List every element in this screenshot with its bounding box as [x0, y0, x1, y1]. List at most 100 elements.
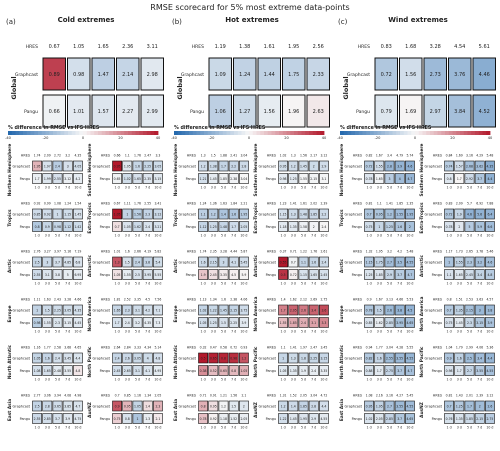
region-cell-value: 3.8 — [397, 308, 402, 312]
region-cell — [464, 152, 475, 158]
region-cell — [239, 365, 249, 376]
region-cell-value: 2.9 — [311, 417, 316, 421]
region-cell-value: 4.4 — [75, 356, 80, 360]
region-cell-value: 1.02 — [200, 308, 207, 312]
region-model-label: Graphcast — [259, 309, 277, 313]
region-cell — [404, 208, 415, 220]
region-cell — [198, 317, 208, 328]
region-cell — [42, 296, 52, 302]
region-cell-value: 1.76 — [134, 201, 141, 205]
region-cell — [132, 248, 143, 254]
region-model-label: HRES — [267, 298, 276, 302]
region-model-label: Pangu — [20, 417, 30, 421]
region-cell — [239, 269, 249, 280]
region-cell-value: 1.85 — [290, 321, 297, 325]
colorbar-tick-label: -20 — [43, 136, 50, 140]
region-cell — [52, 269, 63, 280]
region-lead-label: 5 d — [301, 426, 306, 430]
region-cell — [73, 269, 83, 280]
region-lead-label: 10 d — [240, 330, 247, 334]
region-cell — [404, 304, 415, 316]
region-cell-value: 3.04 — [310, 393, 317, 397]
region-model-label: HRES — [21, 202, 30, 206]
region-cell — [112, 221, 122, 232]
region-cell — [444, 152, 454, 158]
colorbar-segment — [71, 131, 76, 135]
region-lead-label: 10 d — [320, 378, 327, 382]
region-lead-label: 3 d — [45, 378, 50, 382]
colorbar-segment — [426, 131, 431, 135]
region-cell — [374, 221, 385, 232]
region-cell — [122, 400, 133, 412]
region-cell — [454, 152, 464, 158]
region-cell-value: 4.85 — [64, 260, 71, 264]
region-cell-value: 1.45 — [290, 417, 297, 421]
region-lead-label: 5 d — [387, 282, 392, 286]
region-lead-label: 3 d — [125, 426, 130, 430]
region-cell — [278, 208, 288, 220]
region-cell-value: 1.65 — [134, 177, 141, 181]
region-cell-value: 1.24 — [64, 201, 71, 205]
colorbar-segment — [301, 131, 306, 135]
region-cell — [73, 365, 83, 376]
region-cell — [288, 392, 298, 398]
region-model-label: Pangu — [100, 273, 110, 277]
global-cell — [91, 57, 115, 91]
region-lead-label: 5 d — [301, 282, 306, 286]
region-cell-value: 1.35 — [456, 417, 463, 421]
region-model-label: Pangu — [352, 417, 362, 421]
region-lead-label: 1 d — [201, 282, 206, 286]
region-cell — [239, 344, 249, 350]
colorbar-segment — [320, 131, 325, 135]
region-lead-label: 1 d — [115, 378, 120, 382]
region-cell — [122, 152, 132, 158]
region-cell — [153, 392, 163, 398]
region-cell — [464, 248, 475, 254]
global-cell — [208, 94, 232, 128]
colorbar-segment — [245, 131, 250, 135]
region-cell — [52, 160, 63, 172]
region-cell — [404, 413, 415, 424]
region-cell — [278, 344, 288, 350]
region-cell — [153, 152, 163, 158]
region-cell-value: 3.1 — [135, 308, 140, 312]
region-lead-label: 10 d — [240, 234, 247, 238]
region-cell — [32, 173, 42, 184]
region-cell — [122, 221, 133, 232]
region-scorecard: Southern Hemisphere HRES 0.66 1.1 1.76 2.47 3.… — [87, 143, 163, 196]
region-cell — [218, 400, 229, 412]
region-cell-value: 2.3 — [55, 321, 60, 325]
region-cell — [364, 413, 374, 424]
region-cell — [288, 400, 299, 412]
region-cell — [394, 208, 405, 220]
region-cell — [112, 413, 122, 424]
region-model-label: HRES — [267, 154, 276, 158]
region-cell — [454, 248, 464, 254]
region-lead-label: 3 d — [45, 234, 50, 238]
region-cell-value: 1.55 — [124, 273, 131, 277]
region-cell — [395, 344, 405, 350]
region-cell — [73, 317, 83, 328]
region-cell — [142, 304, 153, 316]
region-cell — [218, 269, 229, 280]
region-cell — [228, 317, 239, 328]
region-cell-value: 1.57 — [456, 164, 463, 168]
region-cell — [32, 221, 42, 232]
region-cell — [228, 365, 239, 376]
colorbar-segment — [297, 131, 302, 135]
region-cell — [394, 304, 405, 316]
region-cell-value: 1.99 — [44, 177, 51, 181]
region-scorecard: Northern Hemisphere HRES 1.3 1.5 1.88 2.41 3.0… — [173, 144, 249, 196]
region-lead-label: 7 d — [397, 378, 402, 382]
region-lead-label: 3 d — [377, 186, 382, 190]
region-lead-label: 5 d — [221, 282, 226, 286]
region-cell-value: 2.21 — [240, 201, 247, 205]
global-cell-value: 0.67 — [49, 44, 60, 50]
region-lead-label: 10 d — [406, 234, 413, 238]
colorbar-segment — [267, 131, 272, 135]
region-cell — [42, 160, 53, 172]
region-model-label: HRES — [21, 298, 30, 302]
colorbar-segment — [441, 131, 446, 135]
region-cell — [454, 173, 465, 184]
